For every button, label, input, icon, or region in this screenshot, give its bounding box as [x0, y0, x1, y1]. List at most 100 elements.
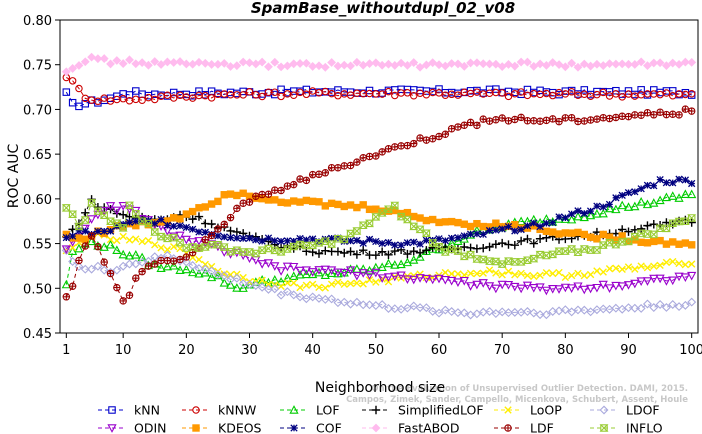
data-point-LOF	[358, 264, 368, 273]
data-point-FastABOD	[453, 59, 463, 69]
data-point-INFLO	[497, 260, 507, 268]
data-point-LDOF	[560, 305, 570, 315]
legend-label: COF	[316, 421, 342, 434]
data-point-ODIN	[169, 232, 179, 242]
data-point-KDEOS	[643, 239, 652, 247]
data-point-LDF	[176, 255, 184, 264]
data-point-ODIN	[308, 268, 318, 277]
data-point-LOF	[592, 209, 602, 218]
data-point-KDEOS	[410, 212, 418, 221]
data-point-LOF	[636, 196, 646, 206]
data-point-LDF	[460, 121, 469, 129]
data-point-LoOP	[605, 265, 614, 273]
data-point-COF	[530, 219, 538, 227]
data-point-kNNW	[207, 94, 216, 102]
data-point-SimplifiedLOF	[346, 247, 355, 256]
data-point-ODIN	[383, 273, 394, 282]
data-point-SimplifiedLOF	[188, 214, 197, 224]
data-point-kNNW	[498, 89, 506, 97]
data-point-LoOP	[201, 260, 209, 269]
data-point-COF	[631, 188, 639, 196]
data-point-ODIN	[548, 285, 558, 294]
data-point-LDF	[447, 124, 456, 133]
data-point-kNNW	[258, 92, 266, 101]
data-point-FastABOD	[213, 59, 223, 69]
data-point-LOF	[282, 273, 293, 282]
legend-label: SimplifiedLOF	[398, 403, 484, 418]
data-point-kNNW	[409, 92, 418, 100]
data-point-FastABOD	[529, 61, 539, 71]
data-point-KDEOS	[81, 235, 89, 243]
data-point-LOF	[383, 258, 394, 268]
data-point-kNNW	[567, 88, 576, 96]
data-point-ODIN	[579, 285, 589, 295]
data-point-FastABOD	[611, 59, 621, 69]
data-point-KDEOS	[239, 189, 247, 197]
data-point-INFLO	[150, 228, 160, 236]
data-point-COF	[555, 213, 563, 221]
data-point-KDEOS	[555, 230, 563, 238]
data-point-LDF	[586, 116, 595, 124]
data-point-INFLO	[61, 204, 71, 212]
data-point-COF	[422, 236, 431, 244]
data-point-LDF	[163, 256, 172, 265]
data-point-COF	[662, 179, 671, 187]
data-point-LoOP	[523, 271, 532, 280]
data-point-FastABOD	[491, 59, 501, 69]
data-point-LoOP	[650, 262, 658, 270]
data-point-ODIN	[447, 276, 457, 286]
data-point-FastABOD	[605, 59, 614, 69]
data-point-FastABOD	[251, 59, 261, 69]
data-point-COF	[523, 222, 532, 230]
data-point-INFLO	[390, 201, 400, 210]
data-point-FastABOD	[301, 58, 311, 68]
data-point-FastABOD	[466, 58, 476, 68]
data-point-KDEOS	[542, 227, 551, 235]
data-point-FastABOD	[175, 57, 185, 66]
data-point-ODIN	[99, 207, 109, 216]
data-point-FastABOD	[352, 57, 362, 67]
data-point-kNNW	[599, 88, 607, 97]
data-point-FastABOD	[264, 62, 273, 72]
data-point-LDOF	[112, 265, 122, 275]
data-point-FastABOD	[554, 60, 564, 70]
data-point-FastABOD	[403, 60, 412, 70]
data-point-KDEOS	[365, 205, 374, 214]
data-point-LoOP	[536, 271, 544, 280]
data-point-COF	[542, 219, 551, 227]
data-point-ODIN	[415, 274, 425, 283]
data-point-LoOP	[567, 271, 576, 280]
legend-marker	[371, 405, 381, 415]
data-point-LDF	[466, 118, 475, 127]
data-point-LDF	[441, 130, 450, 138]
data-point-LDF	[574, 117, 582, 126]
data-point-KDEOS	[233, 191, 241, 200]
data-point-INFLO	[106, 217, 116, 226]
y-tick-label: 0.45	[23, 327, 52, 342]
data-point-ODIN	[484, 282, 495, 291]
data-point-COF	[473, 230, 481, 238]
data-point-LDOF	[219, 271, 229, 281]
data-point-kNNW	[289, 91, 298, 100]
data-point-kNNW	[75, 84, 83, 93]
data-point-LDF	[264, 190, 273, 198]
data-point-SimplifiedLOF	[371, 250, 381, 260]
data-point-kNN	[580, 86, 589, 94]
data-point-ODIN	[535, 283, 545, 293]
data-point-LOF	[402, 257, 413, 267]
data-point-LOF	[61, 279, 71, 289]
data-point-FastABOD	[478, 59, 488, 69]
data-point-LoOP	[163, 245, 172, 254]
data-point-kNNW	[119, 94, 127, 103]
data-point-LoOP	[334, 278, 342, 287]
data-point-LOF	[623, 202, 634, 211]
data-point-FastABOD	[459, 61, 469, 71]
data-point-FastABOD	[649, 58, 659, 68]
data-point-KDEOS	[220, 191, 228, 199]
data-point-LDF	[151, 260, 159, 268]
data-point-FastABOD	[485, 59, 494, 69]
data-point-SimplifiedLOF	[497, 238, 507, 248]
data-point-LOF	[206, 272, 217, 282]
data-point-ODIN	[188, 238, 198, 247]
data-point-SimplifiedLOF	[403, 249, 412, 259]
